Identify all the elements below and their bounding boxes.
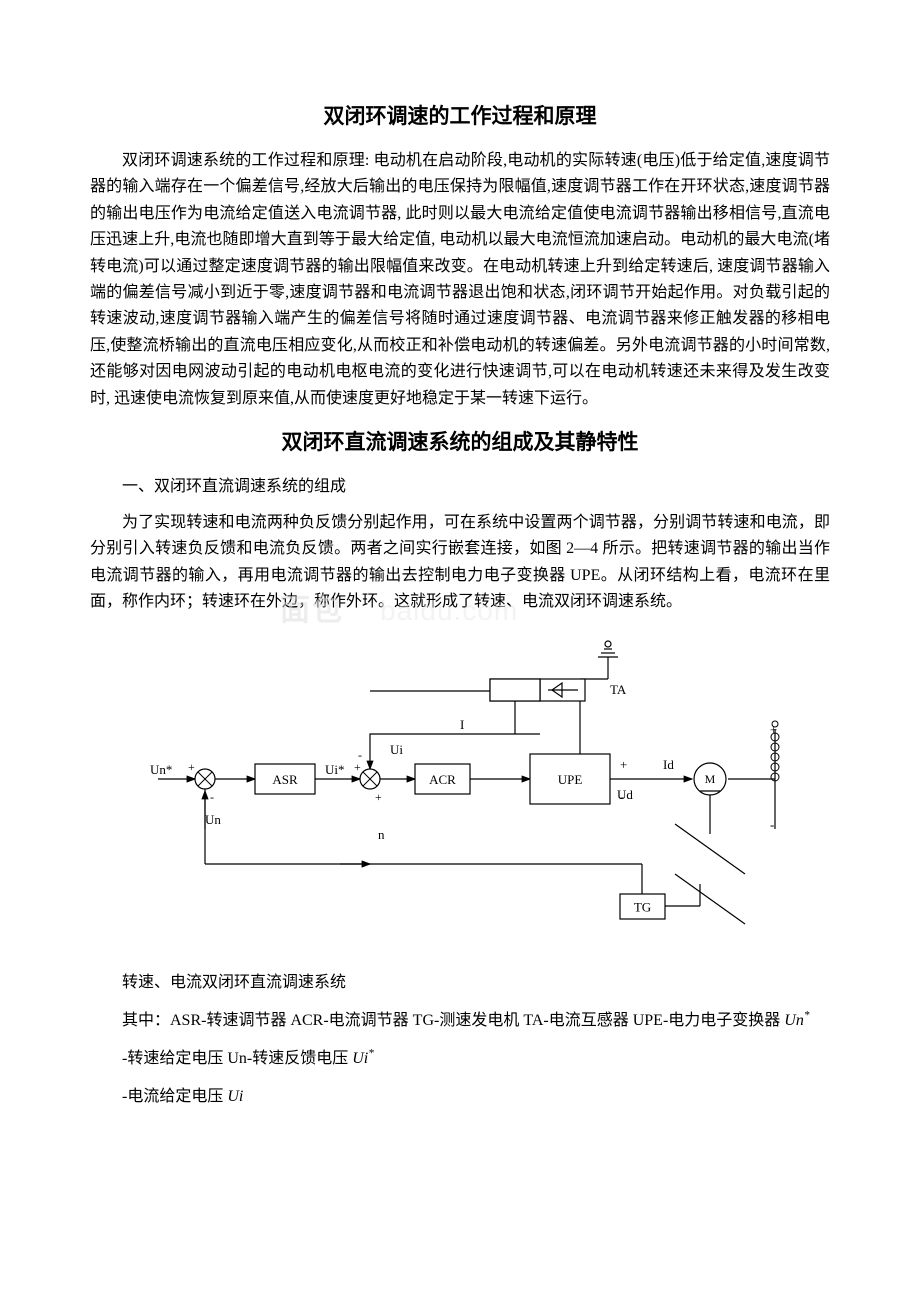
- svg-text:-: -: [770, 817, 774, 832]
- symbol-ui: Ui: [227, 1088, 243, 1105]
- svg-text:Ui*: Ui*: [325, 762, 345, 777]
- svg-text:ASR: ASR: [272, 772, 298, 787]
- paragraph-2: 为了实现转速和电流两种负反馈分别起作用，可在系统中设置两个调节器，分别调节转速和…: [90, 510, 830, 616]
- svg-text:Ui: Ui: [390, 742, 403, 757]
- legend-text: 其中：ASR-转速调节器 ACR-电流调节器 TG-测速发电机 TA-电流互感器…: [122, 1012, 784, 1029]
- svg-text:UPE: UPE: [558, 772, 583, 787]
- heading-1: 双闭环调速的工作过程和原理: [90, 100, 830, 130]
- svg-text:Un*: Un*: [150, 762, 172, 777]
- document-page: 双闭环调速的工作过程和原理 双闭环调速系统的工作过程和原理: 电动机在启动阶段,…: [0, 0, 920, 1302]
- legend-line-3: -电流给定电压 Ui: [90, 1082, 830, 1106]
- svg-text:TG: TG: [634, 900, 651, 915]
- heading-2: 双闭环直流调速系统的组成及其静特性: [90, 426, 830, 456]
- svg-text:-: -: [620, 789, 624, 804]
- paragraph-1: 双闭环调速系统的工作过程和原理: 电动机在启动阶段,电动机的实际转速(电压)低于…: [90, 148, 830, 412]
- block-diagram: +-++-ASRACRUPEMTGUn*UnUi*UiITAIdUdn+-+-: [90, 629, 830, 944]
- svg-text:Un: Un: [205, 812, 221, 827]
- svg-text:+: +: [354, 760, 361, 774]
- svg-text:+: +: [375, 790, 382, 804]
- figure-caption: 转速、电流双闭环直流调速系统: [90, 968, 830, 992]
- svg-text:M: M: [705, 772, 716, 786]
- symbol-un-star: Un*: [784, 1012, 809, 1029]
- legend-line-2: -转速给定电压 Un-转速反馈电压 Ui*: [90, 1044, 830, 1068]
- section-heading: 一、双闭环直流调速系统的组成: [90, 472, 830, 496]
- svg-text:+: +: [188, 760, 195, 774]
- svg-text:+: +: [770, 722, 777, 737]
- legend-text-3: -电流给定电压: [122, 1088, 227, 1105]
- svg-text:n: n: [378, 827, 385, 842]
- symbol-ui-star: Ui*: [352, 1050, 374, 1067]
- svg-text:+: +: [620, 757, 627, 772]
- svg-text:ACR: ACR: [429, 772, 456, 787]
- svg-text:-: -: [358, 748, 362, 762]
- svg-text:-: -: [210, 790, 214, 804]
- svg-text:Id: Id: [663, 757, 674, 772]
- legend-text-2: -转速给定电压 Un-转速反馈电压: [122, 1050, 352, 1067]
- svg-text:I: I: [460, 717, 464, 732]
- svg-text:TA: TA: [610, 682, 627, 697]
- legend-line-1: 其中：ASR-转速调节器 ACR-电流调节器 TG-测速发电机 TA-电流互感器…: [90, 1006, 830, 1030]
